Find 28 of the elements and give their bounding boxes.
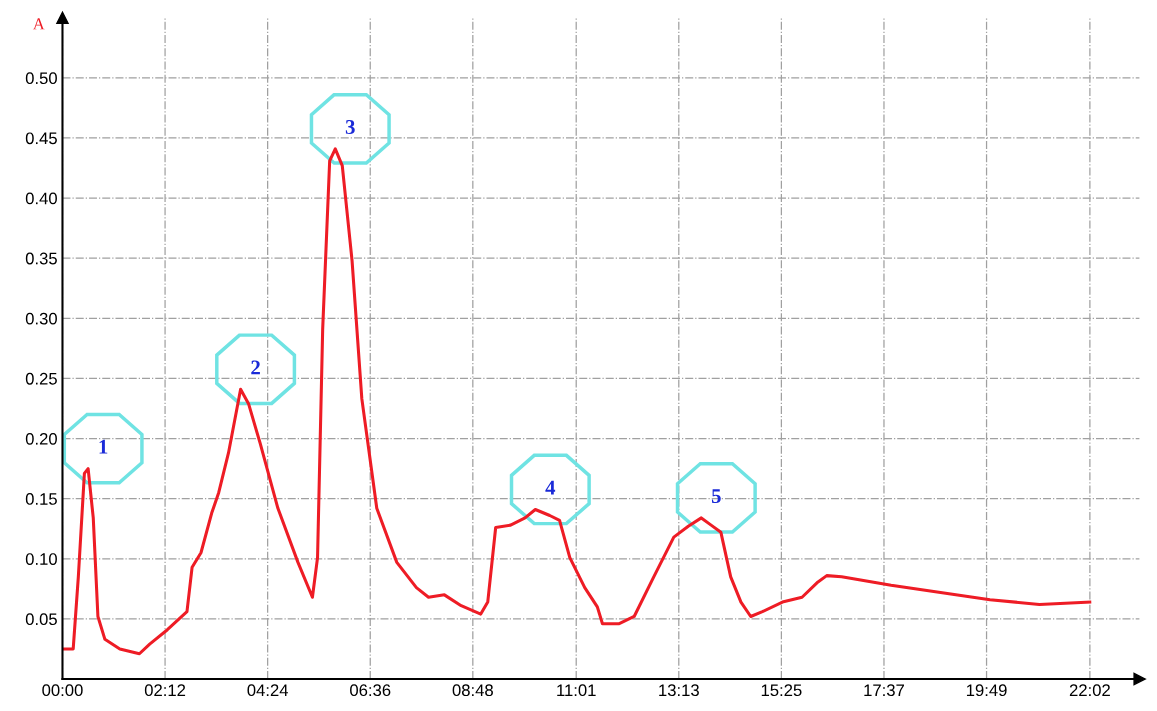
annotation: 1 (99, 439, 108, 454)
y-tick-label: 0.25 (25, 372, 57, 385)
y-axis-title: A (32, 18, 45, 30)
y-tick-label: 0.30 (25, 312, 57, 325)
x-tick-label: 11:01 (557, 684, 596, 697)
x-tick-label: 04:24 (247, 684, 289, 697)
y-tick-label: 0.35 (25, 252, 57, 265)
x-tick-label: 00:00 (42, 684, 83, 697)
y-tick-label: 0.45 (25, 132, 57, 145)
x-tick-label: 22:02 (1069, 684, 1110, 697)
x-tick-label: 19:49 (966, 684, 1007, 697)
y-tick-label: 0.20 (25, 432, 57, 445)
y-tick-label: 0.50 (25, 72, 57, 85)
annotation: 4 (545, 480, 556, 495)
annotation: 2 (251, 360, 260, 375)
x-tick-label: 17:37 (864, 684, 904, 697)
line-series (62, 147, 1092, 656)
y-tick-label: 0.15 (25, 493, 57, 505)
y-tick-label: 0.40 (25, 192, 57, 205)
x-tick-label: 15:25 (761, 684, 802, 697)
x-tick-label: 08:48 (452, 684, 493, 697)
annotation: 5 (711, 489, 721, 504)
x-tick-label: 13:13 (659, 684, 699, 697)
y-tick-label: 0.05 (25, 613, 57, 626)
y-tick-label: 0.10 (25, 553, 57, 565)
x-tick-label: 02:12 (144, 684, 186, 697)
annotation: 3 (345, 120, 355, 135)
x-tick-label: 06:36 (350, 684, 391, 697)
